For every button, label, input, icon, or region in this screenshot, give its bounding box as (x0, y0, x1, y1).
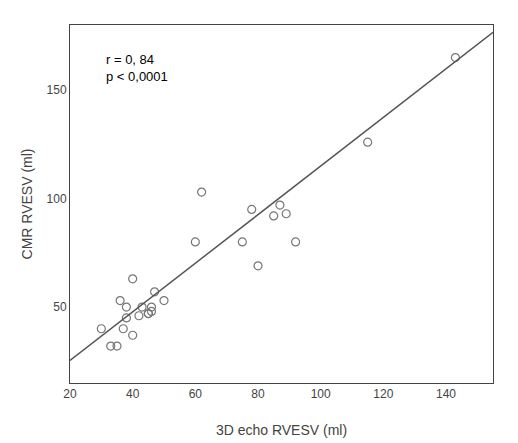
svg-text:140: 140 (436, 387, 456, 401)
svg-text:120: 120 (373, 387, 393, 401)
svg-text:100: 100 (47, 192, 67, 206)
svg-text:100: 100 (311, 387, 331, 401)
svg-text:r = 0, 84p < 0,0001: r = 0, 84p < 0,0001 (106, 52, 168, 84)
svg-text:60: 60 (189, 387, 203, 401)
svg-text:CMR RVESV (ml): CMR RVESV (ml) (19, 149, 35, 260)
svg-text:20: 20 (63, 387, 77, 401)
svg-text:40: 40 (126, 387, 140, 401)
svg-text:150: 150 (47, 83, 67, 97)
svg-text:50: 50 (53, 300, 67, 314)
svg-text:3D echo RVESV (ml): 3D echo RVESV (ml) (216, 422, 347, 438)
svg-text:80: 80 (251, 387, 265, 401)
